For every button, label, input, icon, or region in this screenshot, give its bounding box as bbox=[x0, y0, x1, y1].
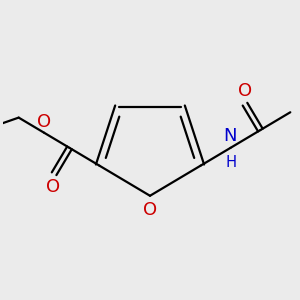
Text: H: H bbox=[226, 154, 237, 169]
Text: O: O bbox=[143, 201, 157, 219]
Text: O: O bbox=[37, 113, 51, 131]
Text: O: O bbox=[238, 82, 252, 100]
Text: O: O bbox=[46, 178, 61, 196]
Text: N: N bbox=[224, 127, 237, 145]
